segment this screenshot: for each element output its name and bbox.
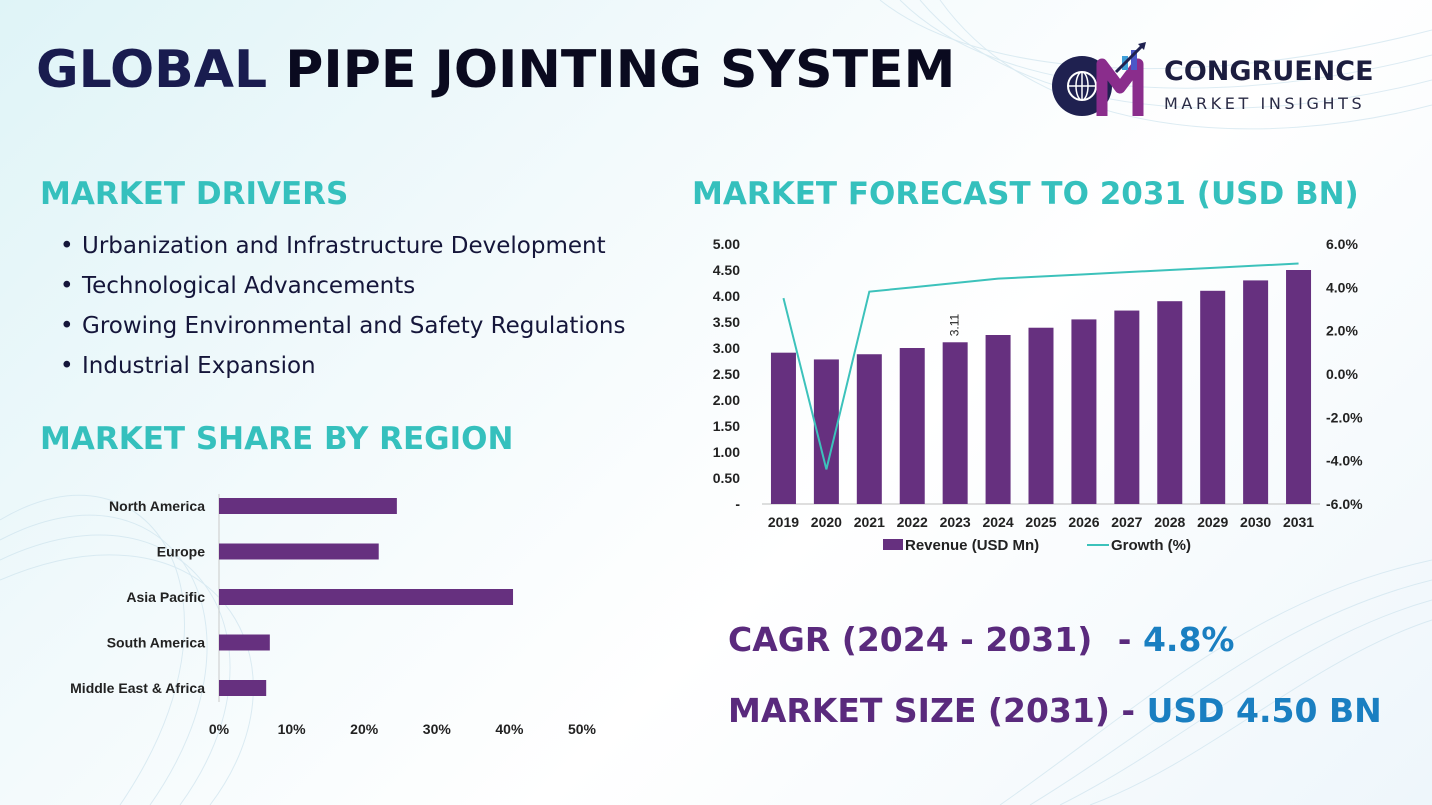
region-bar: [219, 589, 514, 605]
region-label: South America: [107, 635, 205, 651]
cagr-label: CAGR (2024 - 2031): [728, 620, 1093, 659]
logo-sub-text: MARKET INSIGHTS: [1164, 94, 1366, 113]
x-tick-label: 30%: [423, 721, 452, 737]
bullet-icon: •: [60, 353, 74, 379]
x-tick-label: 2030: [1240, 514, 1271, 530]
revenue-bar: [1157, 301, 1183, 504]
driver-text: Technological Advancements: [82, 273, 416, 299]
x-tick-label: 2025: [1025, 514, 1056, 530]
region-bar: [219, 634, 270, 651]
driver-text: Growing Environmental and Safety Regulat…: [82, 313, 626, 339]
driver-text: Industrial Expansion: [82, 353, 316, 379]
market-size-label: MARKET SIZE (2031): [728, 691, 1110, 730]
revenue-bar: [1286, 270, 1312, 504]
x-tick-label: 20%: [350, 721, 379, 737]
revenue-bar: [1114, 310, 1140, 504]
page-title: GLOBAL PIPE JOINTING SYSTEM: [36, 40, 955, 100]
driver-text: Urbanization and Infrastructure Developm…: [82, 233, 606, 259]
legend-label: Revenue (USD Mn): [905, 537, 1039, 554]
forecast-chart: - 0.50 1.00 1.50 2.00 2.50 3.00 3.50 4.00 4.50 5.0…: [713, 236, 1363, 554]
forecast-heading: MARKET FORECAST TO 2031 (USD BN): [692, 176, 1359, 212]
region-label: Middle East & Africa: [70, 680, 205, 696]
x-tick-label: 2022: [897, 514, 928, 530]
y-right-tick-label: 4.0%: [1326, 279, 1358, 295]
x-tick-label: 2028: [1154, 514, 1185, 530]
revenue-bar: [942, 342, 968, 504]
region-share-chart: North America Europe Asia Pacific South Ame…: [70, 494, 597, 737]
revenue-bar: [1028, 327, 1054, 504]
cagr-separator: -: [1106, 620, 1143, 659]
revenue-bar: [899, 348, 925, 504]
region-bar: [219, 680, 267, 696]
region-label: Asia Pacific: [126, 589, 205, 605]
y-right-tick-label: -2.0%: [1326, 409, 1363, 425]
revenue-bar: [1071, 319, 1097, 504]
y-right-tick-label: -6.0%: [1326, 496, 1363, 512]
x-tick-label: 40%: [495, 721, 524, 737]
revenue-bar: [985, 335, 1011, 504]
y-right-tick-label: 2.0%: [1326, 323, 1358, 339]
revenue-bar: [1243, 280, 1269, 504]
drivers-list: • Urbanization and Infrastructure Develop…: [60, 230, 625, 390]
market-size-kpi: MARKET SIZE (2031) - USD 4.50 BN: [728, 691, 1382, 730]
cagr-value: 4.8%: [1142, 620, 1235, 659]
revenue-bar: [770, 352, 796, 504]
driver-item: • Technological Advancements: [60, 270, 625, 310]
logo-brand-text: CONGRUENCE: [1164, 56, 1374, 87]
y-left-tick-label: 2.00: [713, 392, 740, 408]
logo-mark-icon: [1052, 42, 1146, 116]
region-bar: [219, 498, 397, 514]
y-left-tick-label: -: [735, 496, 740, 512]
y-right-tick-label: -4.0%: [1326, 453, 1363, 469]
y-left-tick-label: 5.00: [713, 236, 740, 252]
y-left-tick-label: 2.50: [713, 366, 740, 382]
y-left-tick-label: 0.50: [713, 470, 740, 486]
legend-bar-swatch: [883, 539, 903, 550]
company-logo: CONGRUENCE MARKET INSIGHTS: [1046, 42, 1396, 122]
y-left-tick-label: 3.00: [713, 340, 740, 356]
x-tick-label: 2031: [1283, 514, 1314, 530]
region-label: North America: [109, 498, 205, 514]
y-left-tick-label: 3.50: [713, 314, 740, 330]
data-label: 3.11: [947, 313, 961, 336]
y-left-tick-label: 1.00: [713, 444, 740, 460]
x-tick-label: 10%: [278, 721, 307, 737]
title-part-global: GLOBAL: [36, 40, 268, 100]
revenue-bar: [856, 354, 882, 504]
drivers-heading: MARKET DRIVERS: [40, 176, 349, 212]
x-tick-label: 2020: [811, 514, 842, 530]
driver-item: • Industrial Expansion: [60, 350, 625, 390]
region-bar: [219, 543, 379, 560]
bullet-icon: •: [60, 273, 74, 299]
bullet-icon: •: [60, 233, 74, 259]
title-part-main: PIPE JOINTING SYSTEM: [267, 40, 956, 100]
driver-item: • Urbanization and Infrastructure Develop…: [60, 230, 625, 270]
x-tick-label: 2029: [1197, 514, 1228, 530]
bullet-icon: •: [60, 313, 74, 339]
y-right-tick-label: 6.0%: [1326, 236, 1358, 252]
driver-item: • Growing Environmental and Safety Regula…: [60, 310, 625, 350]
revenue-bar: [1200, 290, 1226, 504]
market-size-separator: -: [1109, 691, 1147, 730]
x-tick-label: 2021: [854, 514, 885, 530]
x-tick-label: 2019: [768, 514, 799, 530]
x-tick-label: 2026: [1068, 514, 1099, 530]
region-label: Europe: [157, 544, 205, 560]
x-tick-label: 2024: [982, 514, 1013, 530]
cagr-kpi: CAGR (2024 - 2031) - 4.8%: [728, 620, 1235, 659]
y-left-tick-label: 4.50: [713, 262, 740, 278]
y-left-tick-label: 1.50: [713, 418, 740, 434]
region-heading: MARKET SHARE BY REGION: [40, 421, 514, 457]
x-tick-label: 0%: [209, 721, 230, 737]
x-tick-label: 2023: [940, 514, 971, 530]
x-tick-label: 50%: [568, 721, 597, 737]
market-size-value: USD 4.50 BN: [1146, 691, 1382, 730]
y-right-tick-label: 0.0%: [1326, 366, 1358, 382]
x-tick-label: 2027: [1111, 514, 1142, 530]
legend-label: Growth (%): [1111, 537, 1191, 554]
y-left-tick-label: 4.00: [713, 288, 740, 304]
